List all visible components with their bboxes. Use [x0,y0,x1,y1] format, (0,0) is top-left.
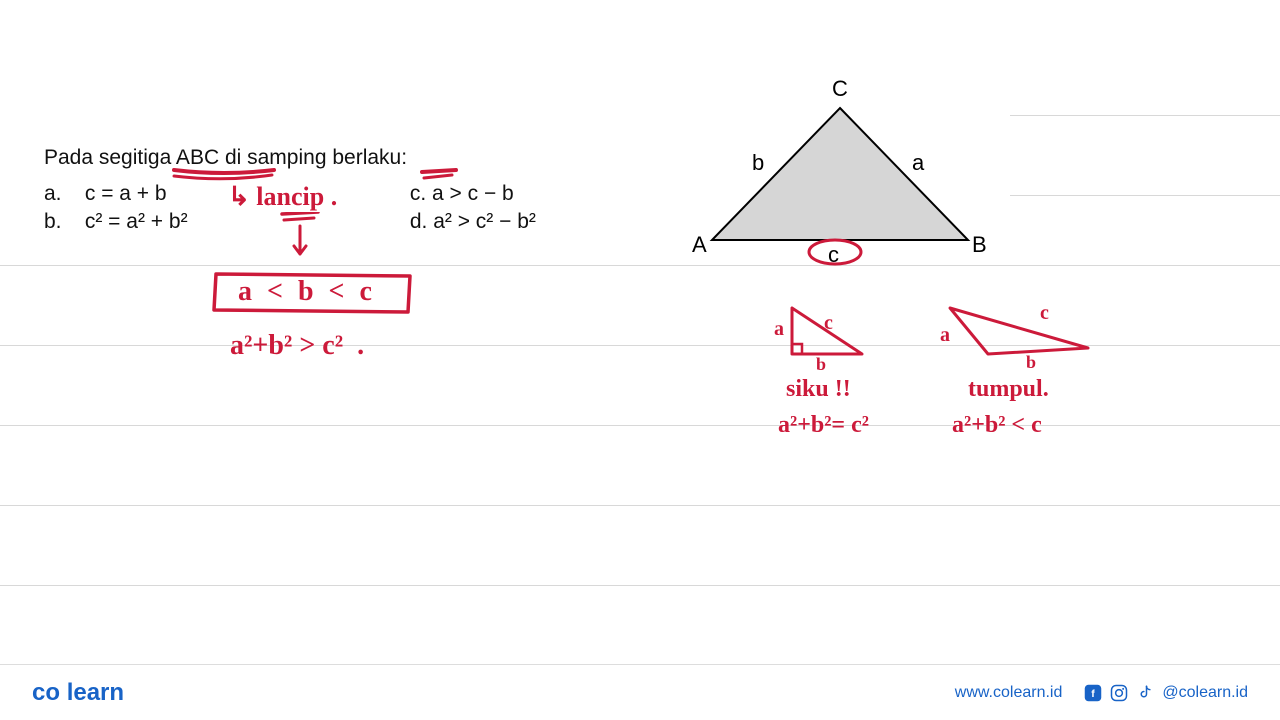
vertex-b-label: B [972,232,987,258]
tumpul-triangle: a c b [940,298,1100,375]
footer-handle[interactable]: @colearn.id [1162,684,1248,702]
option-b: c² = a² + b² [85,210,188,233]
siku-triangle: a c b [780,300,880,375]
option-c: a > c − b [432,182,514,205]
footer-url[interactable]: www.colearn.id [955,684,1063,702]
option-a: c = a + b [85,182,167,205]
annotation-ordering: a < b < c [238,276,376,308]
tumpul-label: tumpul. [968,376,1049,403]
social-icons: f @colearn.id [1084,684,1248,702]
tumpul-side-b: b [1026,352,1036,373]
facebook-icon[interactable]: f [1084,684,1102,702]
siku-side-a: a [774,318,784,341]
tumpul-side-a: a [940,324,950,347]
annotation-acute-ineq: a²+b² > c² . [230,330,364,362]
option-d: a² > c² − b² [433,210,536,233]
lancip-underline [280,212,340,262]
tumpul-inequality: a²+b² < c [952,412,1042,439]
vertex-a-label: A [692,232,707,258]
side-b-label: b [752,150,764,176]
annotation-lancip: ↳ lancip . [228,182,337,212]
footer: co learn www.colearn.id f @colearn.id [0,664,1280,720]
svg-text:f: f [1092,687,1096,699]
circle-c-annotation [800,238,870,270]
side-a-label: a [912,150,924,176]
instagram-icon[interactable] [1110,684,1128,702]
question-text: Pada segitiga ABC di samping berlaku: [44,146,407,170]
main-triangle: C A B b a c [700,90,990,275]
siku-side-b: b [816,354,826,375]
siku-equation: a²+b²= c² [778,412,869,439]
vertex-c-label: C [832,76,848,102]
answer-options: a. c = a + b c. a > c − b b. c² = a² + b… [44,180,710,237]
tumpul-side-c: c [1040,302,1049,325]
tiktok-icon[interactable] [1136,684,1154,702]
siku-side-c: c [824,312,833,335]
siku-label: siku !! [786,376,851,403]
brand-logo: co learn [32,679,124,707]
